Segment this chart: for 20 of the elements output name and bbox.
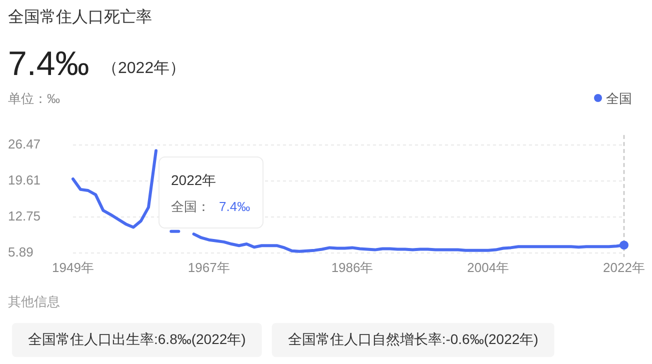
annotation: 2022年: [171, 172, 216, 188]
text: 全国常住人口出生率:6.8‰(2022年): [28, 331, 246, 347]
legend-label: 全国: [606, 91, 632, 106]
annotation: 全国：: [171, 199, 210, 214]
x-tick-label: 1986年: [331, 260, 374, 275]
text: 其他信息: [8, 294, 60, 309]
chart-title: 全国常住人口死亡率: [8, 8, 152, 26]
x-tick-label: 2004年: [467, 260, 510, 275]
text: 全国常住人口自然增长率:-0.6‰(2022年): [288, 331, 538, 347]
x-tick-label: 1949年: [52, 260, 94, 275]
x-tick-label: 2022年: [603, 260, 645, 275]
x-tick-label: 1967年: [188, 260, 230, 275]
annotation: 7.4‰: [219, 199, 250, 214]
text: 单位：‰: [8, 91, 60, 106]
text: 7.4‰: [8, 45, 90, 83]
text: （2022年）: [102, 60, 186, 77]
y-tick-label: 26.47: [8, 136, 41, 152]
y-tick-label: 19.61: [8, 172, 41, 188]
y-tick-label: 5.89: [8, 244, 34, 260]
y-tick-label: 12.75: [8, 208, 41, 224]
